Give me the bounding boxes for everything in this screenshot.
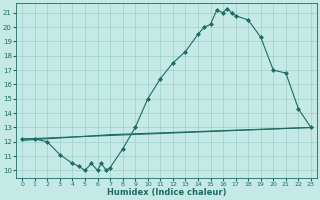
X-axis label: Humidex (Indice chaleur): Humidex (Indice chaleur): [107, 188, 226, 197]
